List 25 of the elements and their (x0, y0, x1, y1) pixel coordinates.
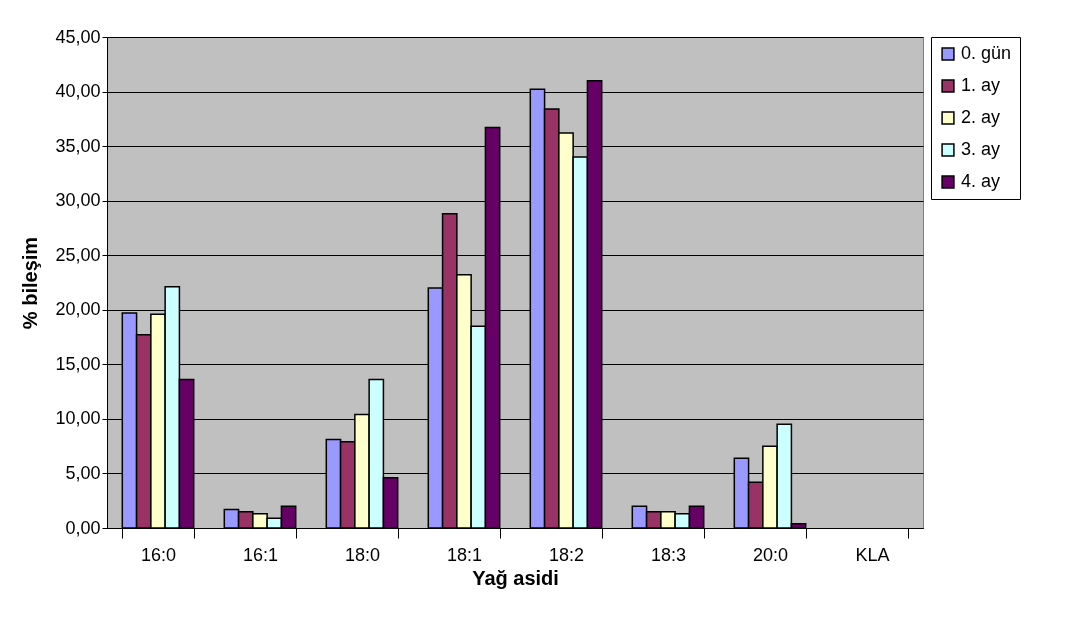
y-tick-label: 20,00 (55, 299, 101, 320)
y-tick-label: 25,00 (55, 244, 101, 265)
y-tick-label: 0,00 (65, 517, 101, 538)
y-tick-label: 40,00 (55, 81, 101, 102)
x-tick-label: 20:0 (752, 544, 789, 565)
legend-label: 3. ay (961, 139, 1001, 159)
x-tick-label: 16:0 (140, 544, 177, 565)
y-tick-label: 35,00 (55, 135, 101, 156)
legend-label: 2. ay (961, 107, 1001, 127)
y-tick-label: 15,00 (55, 353, 101, 374)
x-axis-title: Yağ asidi (472, 566, 559, 589)
legend-label: 4. ay (961, 171, 1001, 191)
x-tick-label: 18:0 (344, 544, 381, 565)
legend-label: 1. ay (961, 75, 1001, 95)
legend-label: 0. gün (961, 43, 1012, 63)
x-tick-label: 18:2 (548, 544, 585, 565)
x-tick-label: KLA (855, 544, 890, 565)
y-tick-label: 30,00 (55, 190, 101, 211)
x-tick-label: 18:1 (446, 544, 483, 565)
x-tick-label: 18:3 (650, 544, 687, 565)
y-tick-label: 45,00 (55, 26, 101, 47)
x-tick-label: 16:1 (242, 544, 279, 565)
y-tick-label: 10,00 (55, 408, 101, 429)
y-tick-label: 5,00 (65, 462, 101, 483)
y-axis-title: % bileşim (19, 236, 42, 330)
